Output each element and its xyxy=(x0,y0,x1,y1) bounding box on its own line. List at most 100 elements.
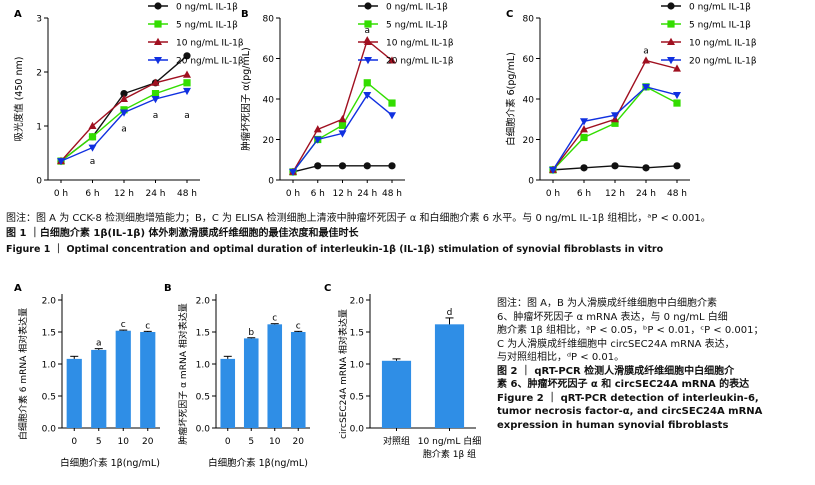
bar-chart-panel-a: A 0.0 0.5 1.0 1.5 2.0 0 a 5 c 10 c 20 白细胞介素 6 mRNA 相对… xyxy=(14,283,160,469)
legend-label: 0 ng/mL IL-1β xyxy=(689,3,751,13)
y-tick-label: 20 xyxy=(263,136,275,146)
data-point-marker xyxy=(120,94,128,102)
note-line: 6、肿瘤坏死因子 α mRNA 表达，与 0 ng/mL 白细 xyxy=(497,311,728,323)
y-axis-label: 白细胞介素 6(pg/mL) xyxy=(505,52,517,146)
figure-2-caption: 图注：图 A，B 为人滑膜成纤维细胞中白细胞介素 6、肿瘤坏死因子 α mRNA… xyxy=(497,297,809,432)
x-tick-label: 12 h xyxy=(332,189,352,199)
y-tick-label: 0 xyxy=(528,177,534,187)
data-point-marker xyxy=(338,130,347,138)
x-tick-label: 48 h xyxy=(667,189,687,199)
data-point-marker xyxy=(338,115,347,123)
x-tick-label: 0 xyxy=(71,437,77,447)
y-tick-label: 60 xyxy=(523,55,535,65)
x-tick-label: 0 h xyxy=(546,189,560,199)
legend-label: 20 ng/mL IL-1β xyxy=(386,57,454,67)
y-tick-label: 80 xyxy=(263,15,275,25)
significance-label: a xyxy=(90,157,96,167)
panel-letter: B xyxy=(164,283,172,294)
data-point-marker xyxy=(183,52,191,60)
data-point-marker xyxy=(667,20,675,28)
bar xyxy=(140,332,156,428)
legend-label: 20 ng/mL IL-1β xyxy=(176,57,244,67)
significance-label: c xyxy=(272,314,277,324)
data-point-marker xyxy=(364,20,372,28)
data-point-marker xyxy=(313,125,322,133)
x-tick-label: 10 xyxy=(269,437,281,447)
note-line: 图注：图 A，B 为人滑膜成纤维细胞中白细胞介素 xyxy=(497,298,718,309)
data-point-marker xyxy=(549,166,557,175)
data-point-marker xyxy=(363,162,371,170)
panel-letter: B xyxy=(241,9,249,20)
bar xyxy=(66,358,82,428)
data-point-marker xyxy=(120,90,128,98)
x-tick-label: 48 h xyxy=(382,189,402,199)
x-tick-label: 0 h xyxy=(286,189,300,199)
data-point-marker xyxy=(364,2,372,10)
line-chart-panel-a: A 0 1 2 3 0 h 6 h 12 h 24 h 48 h 吸光度值 (450 nm) a a a a… xyxy=(13,2,244,199)
data-point-marker xyxy=(388,162,396,170)
figure-1-note: 图注：图 A 为 CCK-8 检测细胞增殖能力；B，C 为 ELISA 检测细胞… xyxy=(6,213,711,224)
panel-letter: C xyxy=(506,9,513,20)
data-point-marker xyxy=(88,133,97,141)
data-point-marker xyxy=(120,109,128,117)
data-point-marker xyxy=(151,96,160,104)
data-point-marker xyxy=(338,121,347,129)
y-tick-label: 1.5 xyxy=(350,329,364,339)
y-axis-label: 白细胞介素 6 mRNA 相对表达量 xyxy=(17,308,29,440)
y-axis-label: 肿瘤坏死因子 α mRNA 相对表达量 xyxy=(177,303,189,444)
y-axis-label: circSEC24A mRNA 相对表达量 xyxy=(337,309,349,439)
significance-label: a xyxy=(121,125,127,135)
data-point-marker xyxy=(154,57,162,65)
y-axis-label: 肿瘤坏死因子 α(pg/mL) xyxy=(240,47,252,151)
line-chart-panel-b: B 0 20 40 60 80 0 h 6 h 12 h 24 h 48 h 肿瘤坏死因子 α(pg/… xyxy=(240,2,454,199)
figure-2-charts: A 0.0 0.5 1.0 1.5 2.0 0 a 5 c 10 c 20 白细胞介素 6 mRNA 相对… xyxy=(14,283,481,469)
data-point-marker xyxy=(667,57,675,65)
data-point-marker xyxy=(364,57,372,65)
data-point-marker xyxy=(673,99,681,107)
title-zh-line: 图 2 ｜ qRT-PCR 检测人滑膜成纤维细胞中白细胞介 xyxy=(497,365,735,377)
significance-label: a xyxy=(96,339,102,349)
data-point-marker xyxy=(611,162,619,170)
data-point-marker xyxy=(388,99,396,107)
title-zh-line: 素 6、肿瘤坏死因子 α 和 circSEC24A mRNA 的表达 xyxy=(497,379,750,390)
figure-2-title-en: Figure 2 ｜ qRT-PCR detection of interleu… xyxy=(497,392,809,433)
title-en-line: expression in human synovial fibroblasts xyxy=(497,419,729,431)
x-tick-label: 12 h xyxy=(605,189,625,199)
legend-label: 0 ng/mL IL-1β xyxy=(176,3,238,13)
x-tick-label: 10 ng/mL 白细 xyxy=(418,435,481,447)
y-tick-label: 0.0 xyxy=(196,425,211,435)
x-axis-label: 白细胞介素 1β(ng/mL) xyxy=(60,457,160,469)
x-tick-label: 24 h xyxy=(636,189,656,199)
y-tick-label: 1.5 xyxy=(196,329,210,339)
y-tick-label: 60 xyxy=(263,55,275,65)
y-tick-label: 2.0 xyxy=(196,297,211,307)
data-point-marker xyxy=(667,2,675,10)
y-tick-label: 0.5 xyxy=(350,393,364,403)
significance-label: a xyxy=(184,111,190,121)
panel-letter: A xyxy=(14,9,22,20)
data-point-marker xyxy=(642,164,650,172)
significance-label: a xyxy=(643,46,649,56)
x-tick-label: 20 xyxy=(293,437,305,447)
y-axis-label: 吸光度值 (450 nm) xyxy=(13,57,25,142)
y-tick-label: 40 xyxy=(263,96,275,106)
data-point-marker xyxy=(88,121,97,129)
bar xyxy=(91,349,107,428)
data-point-marker xyxy=(151,78,160,86)
x-tick-label: 胞介素 1β 组 xyxy=(423,448,476,460)
data-point-marker xyxy=(388,56,396,64)
legend-label: 10 ng/mL IL-1β xyxy=(386,39,454,49)
legend-label: 5 ng/mL IL-1β xyxy=(386,21,448,31)
data-point-marker xyxy=(580,133,588,142)
x-tick-label: 对照组 xyxy=(383,435,410,447)
y-tick-label: 0.0 xyxy=(42,425,57,435)
legend-label: 5 ng/mL IL-1β xyxy=(176,21,238,31)
data-point-marker xyxy=(611,112,619,120)
bar xyxy=(381,360,412,428)
significance-label: d xyxy=(447,308,453,318)
significance-label: c xyxy=(296,321,301,331)
y-tick-label: 1.0 xyxy=(196,361,211,371)
data-point-marker xyxy=(363,79,371,87)
y-tick-label: 0 xyxy=(268,177,274,187)
panel-letter: C xyxy=(324,283,331,294)
